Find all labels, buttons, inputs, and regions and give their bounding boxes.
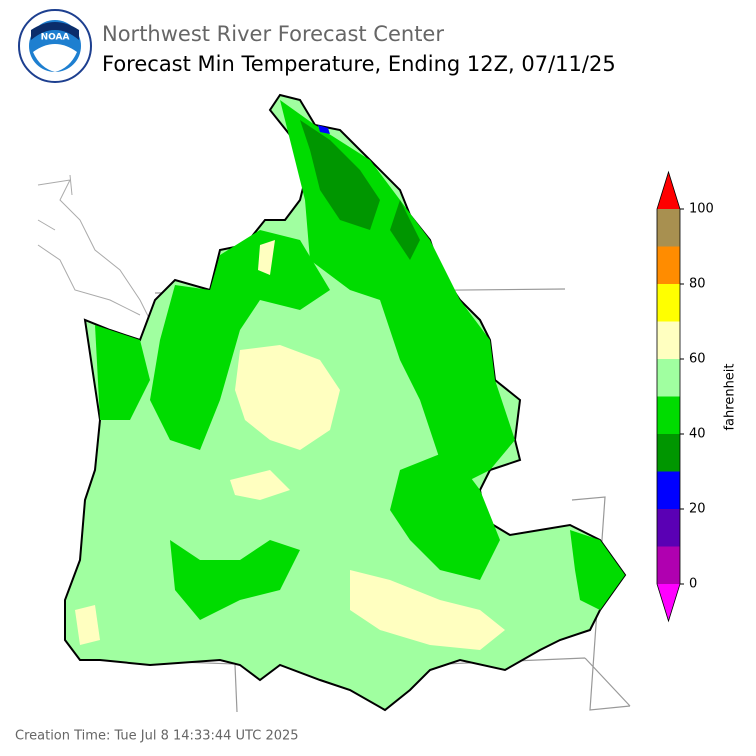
colorbar-segment (657, 359, 680, 397)
colorbar-segment (657, 546, 680, 584)
coastline (37, 174, 156, 331)
colorbar-tick-label: 100 (689, 202, 714, 217)
colorbar-segment (657, 246, 680, 284)
colorbar-segment (657, 396, 680, 434)
colorbar-segment (657, 471, 680, 509)
colorbar-segment (657, 321, 680, 359)
logo-text: NOAA (41, 33, 70, 43)
colorbar: 0 20 40 60 80 100 (656, 170, 714, 623)
logo: NOAA (18, 9, 92, 83)
colorbar-segment (657, 209, 680, 247)
colorbar-segment (657, 434, 680, 472)
map (37, 93, 631, 713)
colorbar-tick-label: 80 (689, 277, 706, 292)
colorbar-tick-label: 40 (689, 427, 706, 442)
colorbar-tick-label: 0 (689, 577, 697, 592)
colorbar-tick-label: 20 (689, 502, 706, 517)
colorbar-label: fahrenheit (723, 363, 738, 430)
colorbar-under (657, 584, 680, 621)
colorbar-tick-label: 60 (689, 352, 706, 367)
agency: Northwest River Forecast Center (102, 22, 444, 46)
hot-zones (75, 240, 505, 650)
cool-zones (300, 120, 420, 260)
creation-time: Creation Time: Tue Jul 8 14:33:44 UTC 20… (15, 729, 299, 744)
colorbar-segment (657, 284, 680, 322)
map-title: Forecast Min Temperature, Ending 12Z, 07… (102, 52, 616, 76)
colorbar-segment (657, 509, 680, 547)
colorbar-over (657, 172, 680, 209)
cold-spot (318, 125, 330, 134)
